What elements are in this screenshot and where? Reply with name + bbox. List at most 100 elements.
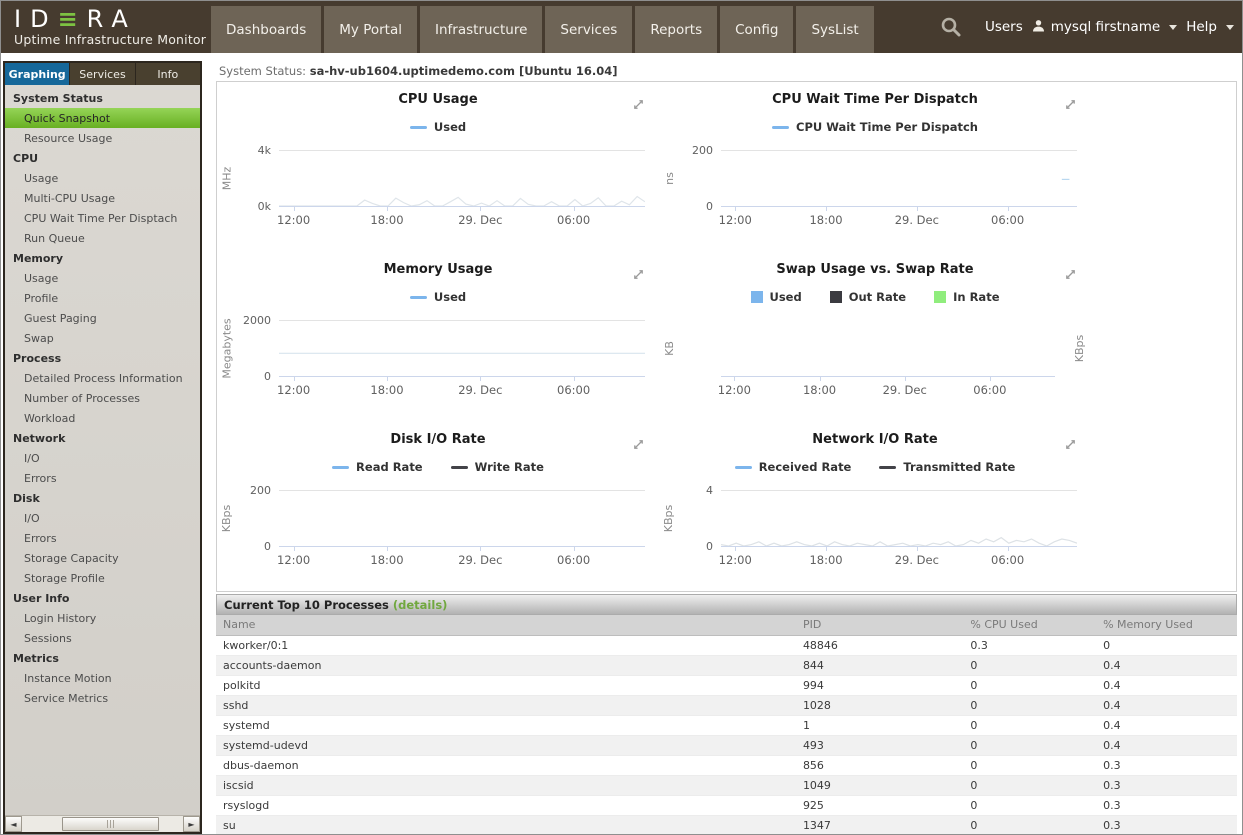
user-name: mysql firstname — [1050, 19, 1161, 35]
x-tick-label: 12:00 — [718, 213, 752, 227]
chart-title: Swap Usage vs. Swap Rate — [776, 262, 974, 277]
legend-line-marker — [734, 465, 752, 469]
nav-infrastructure[interactable]: Infrastructure — [420, 6, 543, 53]
user-menu[interactable]: mysql firstname — [1032, 19, 1178, 36]
sidebar-item-disk-errors[interactable]: Errors — [24, 532, 57, 545]
table-row: rsyslogd 925 0 0.3 — [216, 795, 1237, 816]
legend-item-out-rate[interactable]: Out Rate — [829, 290, 906, 304]
chart-legend: CPU Wait Time Per Dispatch — [659, 120, 1091, 134]
x-tick-mark — [734, 376, 736, 381]
y-axis-label-text: Megabytes — [220, 318, 234, 379]
sidebar-item-user-info-sessions[interactable]: Sessions — [24, 632, 72, 645]
sidebar-item-process-number-of-processes[interactable]: Number of Processes — [24, 392, 141, 405]
expand-icon[interactable] — [1064, 436, 1077, 455]
sidebar-item-disk-storage-capacity[interactable]: Storage Capacity — [24, 552, 119, 565]
section-header-user-info: User Info — [13, 592, 70, 605]
process-name-cell: kworker/0:1 — [216, 635, 796, 656]
legend-item-cpu-wait-time-per-dispatch[interactable]: CPU Wait Time Per Dispatch — [772, 120, 978, 134]
y-axis-label-text: MHz — [220, 166, 234, 191]
process-value-cell: 0.3 — [1096, 815, 1237, 834]
sidebar-item-memory-profile[interactable]: Profile — [24, 292, 59, 305]
legend-item-in-rate[interactable]: In Rate — [934, 290, 1000, 304]
sidebar-item-metrics-instance-motion[interactable]: Instance Motion — [24, 672, 112, 685]
sidebar-item-network-errors[interactable]: Errors — [24, 472, 57, 485]
sidebar-item-memory-guest-paging[interactable]: Guest Paging — [24, 312, 97, 325]
sidebar-item-process-detailed-process-information[interactable]: Detailed Process Information — [24, 372, 183, 385]
users-menu[interactable]: Users — [985, 19, 1023, 35]
chart-legend: Read Rate Write Rate — [217, 460, 659, 474]
nav-dashboards[interactable]: Dashboards — [211, 6, 322, 53]
sidebar-hscrollbar[interactable]: ◄ ► — [5, 815, 200, 832]
column-header-memory-used: % Memory Used — [1096, 615, 1237, 636]
chart-title: Memory Usage — [383, 262, 493, 277]
expand-icon[interactable] — [1064, 266, 1077, 285]
expand-icon[interactable] — [632, 436, 645, 455]
expand-icon[interactable] — [632, 266, 645, 285]
chart-plot-row: MHz 4k 0k 12:00 18:00 29. Dec 06:00 — [217, 144, 659, 227]
sidebar-item-memory-usage[interactable]: Usage — [24, 272, 59, 285]
legend-item-read-rate[interactable]: Read Rate — [332, 460, 423, 474]
process-value-cell: 925 — [795, 795, 964, 816]
sidebar-item-metrics-service-metrics[interactable]: Service Metrics — [24, 692, 109, 705]
legend-item-used[interactable]: Used — [750, 290, 802, 304]
sidebar-item-network-i-o[interactable]: I/O — [24, 452, 40, 465]
details-link[interactable]: (details) — [392, 598, 448, 612]
sidebar-item-cpu-cpu-wait-time-per-disptach[interactable]: CPU Wait Time Per Disptach — [24, 212, 178, 225]
nav-services[interactable]: Services — [545, 6, 633, 53]
x-tick-mark — [826, 546, 828, 551]
sidebar-item-process-workload[interactable]: Workload — [24, 412, 76, 425]
column-header-cpu-used: % CPU Used — [963, 615, 1097, 636]
legend-item-received-rate[interactable]: Received Rate — [734, 460, 851, 474]
scrollbar-thumb[interactable] — [62, 817, 159, 831]
process-value-cell: 0.3 — [1096, 795, 1237, 816]
legend-item-used[interactable]: Used — [409, 290, 466, 304]
y-axis-ticks: 2000 0 — [237, 314, 279, 383]
sidebar-item-system-status-resource-usage[interactable]: Resource Usage — [24, 132, 113, 145]
tab-info[interactable]: Info — [135, 63, 200, 85]
tab-graphing[interactable]: Graphing — [5, 63, 71, 85]
expand-icon[interactable] — [632, 96, 645, 115]
x-tick-label: 18:00 — [370, 553, 404, 567]
process-name-cell: iscsid — [216, 775, 796, 796]
help-menu[interactable]: Help — [1186, 19, 1234, 35]
tab-services[interactable]: Services — [70, 63, 136, 85]
x-tick-mark — [386, 546, 388, 551]
nav-syslist[interactable]: SysList — [796, 6, 874, 53]
sidebar-item-cpu-run-queue[interactable]: Run Queue — [24, 232, 85, 245]
legend-item-transmitted-rate[interactable]: Transmitted Rate — [879, 460, 1015, 474]
sidebar-item-disk-storage-profile[interactable]: Storage Profile — [24, 572, 105, 585]
search-icon[interactable] — [940, 16, 962, 38]
legend-label: CPU Wait Time Per Dispatch — [796, 120, 978, 134]
scroll-left-arrow-icon[interactable]: ◄ — [5, 816, 22, 832]
sidebar-item-disk-i-o[interactable]: I/O — [24, 512, 40, 525]
x-tick-mark — [735, 546, 737, 551]
column-header-name: Name — [216, 615, 796, 636]
nav-my-portal[interactable]: My Portal — [324, 6, 417, 53]
x-tick-label: 18:00 — [802, 383, 837, 397]
logo-brand: ID≡RA — [14, 6, 206, 32]
expand-icon[interactable] — [1064, 96, 1077, 115]
process-name-cell: sshd — [216, 695, 796, 716]
x-tick-label: 06:00 — [557, 383, 591, 397]
chevron-down-icon — [1226, 24, 1234, 30]
y-axis-label-text: KBps — [220, 504, 234, 533]
sidebar-item-memory-swap[interactable]: Swap — [24, 332, 54, 345]
sidebar-item-system-status-quick-snapshot[interactable]: Quick Snapshot — [5, 108, 200, 128]
legend-item-used[interactable]: Used — [409, 120, 466, 134]
logo-letter: D — [30, 5, 58, 33]
scroll-right-arrow-icon[interactable]: ► — [183, 816, 200, 832]
sidebar-item-cpu-multi-cpu-usage[interactable]: Multi-CPU Usage — [24, 192, 115, 205]
y-axis-label-text: KB — [662, 341, 676, 356]
sidebar-item-cpu-usage[interactable]: Usage — [24, 172, 59, 185]
legend-item-write-rate[interactable]: Write Rate — [450, 460, 544, 474]
chart-title: Disk I/O Rate — [390, 432, 486, 447]
nav-config[interactable]: Config — [720, 6, 794, 53]
sidebar-item-user-info-login-history[interactable]: Login History — [24, 612, 97, 625]
x-tick-label: 12:00 — [718, 553, 752, 567]
process-value-cell: 0.4 — [1096, 695, 1237, 716]
table-row: polkitd 994 0 0.4 — [216, 675, 1237, 696]
nav-reports[interactable]: Reports — [635, 6, 718, 53]
legend-line-marker — [879, 465, 897, 469]
x-tick-label: 18:00 — [370, 213, 404, 227]
x-tick-label: 18:00 — [370, 383, 404, 397]
